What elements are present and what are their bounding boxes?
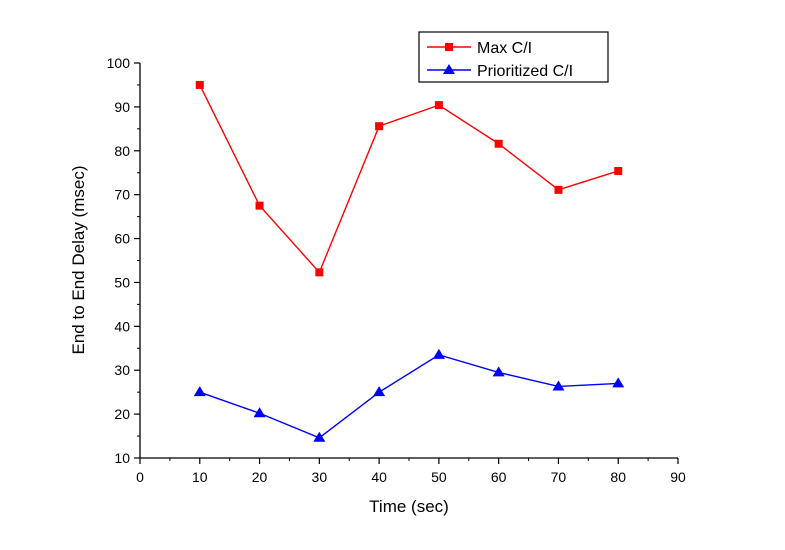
x-tick-label: 70 — [551, 469, 567, 485]
y-tick-label: 10 — [114, 450, 130, 466]
x-tick-label: 0 — [136, 469, 144, 485]
x-tick-label: 10 — [192, 469, 208, 485]
legend-marker — [445, 43, 453, 51]
data-point — [315, 268, 324, 277]
data-point — [614, 166, 623, 175]
data-point — [375, 122, 384, 131]
data-point — [313, 431, 326, 442]
x-axis-ticks: 0 10 20 30 40 50 60 70 80 90 — [136, 458, 686, 485]
y-axis-ticks: 10 20 30 40 50 60 70 80 90 100 — [107, 55, 140, 466]
series-max-ci — [195, 80, 623, 277]
data-point — [255, 201, 264, 210]
data-point — [373, 386, 386, 397]
x-tick-label: 30 — [312, 469, 328, 485]
x-tick-label: 80 — [610, 469, 626, 485]
x-tick-label: 40 — [371, 469, 387, 485]
y-tick-label: 70 — [114, 187, 130, 203]
legend-box — [418, 31, 609, 83]
legend-label: Prioritized C/I — [477, 63, 573, 80]
x-axis-title: Time (sec) — [369, 497, 449, 516]
series-line — [199, 84, 619, 274]
data-point — [494, 139, 503, 148]
x-tick-label: 20 — [252, 469, 268, 485]
y-tick-label: 50 — [114, 274, 130, 290]
y-tick-label: 60 — [114, 231, 130, 247]
series-prioritized-ci — [193, 348, 625, 442]
y-tick-label: 90 — [114, 99, 130, 115]
x-tick-label: 50 — [431, 469, 447, 485]
data-point — [552, 380, 565, 391]
data-point — [492, 366, 505, 377]
series-line — [199, 354, 619, 439]
legend-item: Max C/I — [427, 40, 532, 57]
x-tick-label: 60 — [491, 469, 507, 485]
data-point — [554, 185, 563, 194]
y-tick-label: 100 — [107, 55, 131, 71]
series-layer — [193, 80, 625, 442]
legend-item: Prioritized C/I — [427, 63, 573, 80]
legend-label: Max C/I — [477, 40, 532, 57]
legend-marker — [443, 64, 455, 74]
y-tick-label: 80 — [114, 143, 130, 159]
x-tick-label: 90 — [670, 469, 686, 485]
y-tick-label: 40 — [114, 318, 130, 334]
y-tick-label: 30 — [114, 362, 130, 378]
data-point — [195, 80, 204, 89]
y-axis-title: End to End Delay (msec) — [69, 166, 88, 355]
legend: Max C/I Prioritized C/I — [418, 31, 609, 83]
data-point — [432, 348, 445, 359]
y-tick-label: 20 — [114, 406, 130, 422]
data-point — [253, 407, 266, 418]
data-point — [612, 377, 625, 388]
data-point — [193, 386, 206, 397]
data-point — [434, 101, 443, 110]
